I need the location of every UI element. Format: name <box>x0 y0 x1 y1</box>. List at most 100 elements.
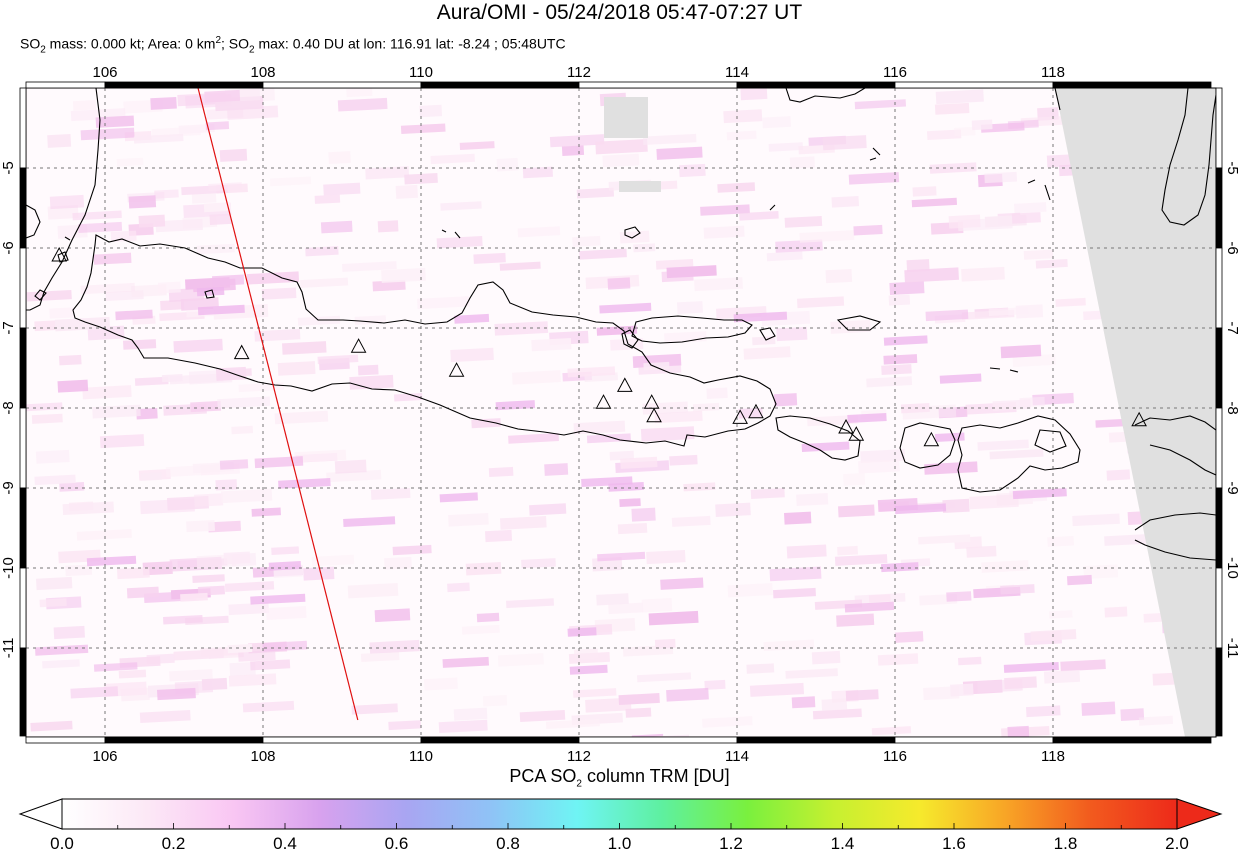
so2-pixel <box>76 529 132 541</box>
coastline-sumatra <box>26 88 101 311</box>
so2-pixel <box>365 166 410 180</box>
so2-pixel <box>158 281 181 294</box>
so2-pixel <box>522 166 553 179</box>
so2-pixel <box>228 602 269 616</box>
so2-pixel <box>369 639 420 654</box>
so2-pixel <box>1000 344 1042 359</box>
frame-bar-left <box>19 487 27 569</box>
so2-pixel <box>221 488 273 504</box>
so2-pixel <box>270 176 312 187</box>
so2-pixel <box>194 493 224 507</box>
so2-pixel <box>346 88 373 98</box>
so2-pixel <box>150 96 177 110</box>
colorbar-tick-label: 2.0 <box>1165 834 1189 853</box>
so2-pixel <box>637 672 692 683</box>
volcano-icon <box>646 407 662 423</box>
colorbar-tick-label: 0.6 <box>384 834 409 853</box>
colorbar-tick-label: 1.0 <box>607 834 632 853</box>
so2-pixel <box>1060 659 1106 672</box>
so2-pixel <box>122 339 157 350</box>
so2-pixel <box>785 668 838 679</box>
orbit-track-line <box>197 88 359 721</box>
so2-pixel <box>87 325 125 341</box>
colorbar-under-arrow <box>18 798 63 830</box>
so2-pixel <box>881 562 919 573</box>
so2-pixel <box>511 370 561 385</box>
so2-pixel <box>631 507 656 522</box>
lon-label-top: 106 <box>92 64 117 81</box>
so2-pixel <box>608 602 644 615</box>
so2-pixel <box>773 587 816 599</box>
volcano-icon <box>732 409 748 424</box>
so2-pixel <box>834 554 888 566</box>
so2-pixel <box>706 387 728 399</box>
so2-pixel <box>750 488 785 499</box>
so2-pixel <box>743 346 791 360</box>
so2-pixel <box>229 661 256 677</box>
volcano-icon <box>923 431 940 447</box>
so2-pixel <box>430 153 475 165</box>
so2-pixel <box>1015 304 1044 319</box>
so2-pixel <box>42 659 80 669</box>
so2-pixel <box>59 354 82 366</box>
so2-pixel <box>531 338 572 352</box>
lat-label-left: -9 <box>0 481 17 494</box>
so2-pixel <box>476 612 500 623</box>
so2-pixel <box>596 593 629 606</box>
coastlines <box>26 88 1216 561</box>
so2-pixel <box>347 582 399 599</box>
so2-pixel <box>801 441 850 452</box>
so2-pixel <box>586 433 631 444</box>
colorbar-title: PCA SO2 column TRM [DU] <box>509 766 730 790</box>
so2-pixel <box>1138 715 1174 726</box>
so2-pixel <box>569 664 608 675</box>
so2-pixel <box>971 119 993 131</box>
so2-pixel <box>242 700 295 713</box>
colorbar-tick-label: 1.2 <box>719 834 743 853</box>
frame-bar-top <box>578 81 738 89</box>
so2-pixel <box>320 220 353 234</box>
so2-pixel <box>499 261 541 271</box>
so2-pixel <box>958 656 982 666</box>
lon-label-bottom: 118 <box>1041 748 1065 765</box>
so2-pixel <box>694 277 743 292</box>
so2-pixel <box>739 211 779 221</box>
so2-pixel <box>723 109 763 124</box>
so2-pixel <box>573 648 599 660</box>
graticule <box>26 88 1216 737</box>
so2-pixel <box>139 709 191 723</box>
so2-pixel <box>888 294 911 306</box>
so2-pixel <box>268 561 302 571</box>
so2-pixel <box>1104 533 1155 546</box>
so2-pixel <box>830 319 871 334</box>
so2-pixel <box>49 307 75 319</box>
frame-bar-top <box>894 81 1054 89</box>
so2-pixel <box>620 456 658 469</box>
frame-bar-top <box>262 81 422 89</box>
so2-pixel <box>447 582 470 593</box>
volcano-icon <box>51 246 68 262</box>
so2-pixel <box>203 202 231 213</box>
plot-area <box>26 88 1216 737</box>
so2-pixel <box>643 361 670 371</box>
lat-label-right: -7 <box>1224 321 1239 334</box>
axis-labels: 106 106 108 108 110 110 112 112 114 114 116 116 118 1… <box>0 64 1239 765</box>
so2-pixel <box>227 643 253 654</box>
so2-pixel <box>942 498 970 513</box>
map-subtitle: SO2 mass: 0.000 kt; Area: 0 km2; SO2 max… <box>20 35 566 56</box>
so2-pixel <box>57 379 89 393</box>
so2-pixel <box>989 448 1044 460</box>
so2-pixel <box>440 201 482 211</box>
so2-pixel <box>49 194 85 210</box>
so2-pixel <box>595 138 648 155</box>
lon-label-bottom: 112 <box>567 748 591 765</box>
so2-pixel <box>950 683 974 697</box>
frame-bar-bottom <box>104 736 264 744</box>
so2-pixel <box>776 326 808 342</box>
so2-pixel <box>619 230 650 244</box>
lon-label-bottom: 110 <box>409 748 433 765</box>
so2-pixel <box>471 418 501 429</box>
so2-pixel <box>450 347 494 363</box>
so2-pixel <box>392 544 432 556</box>
so2-pixel <box>671 515 711 527</box>
